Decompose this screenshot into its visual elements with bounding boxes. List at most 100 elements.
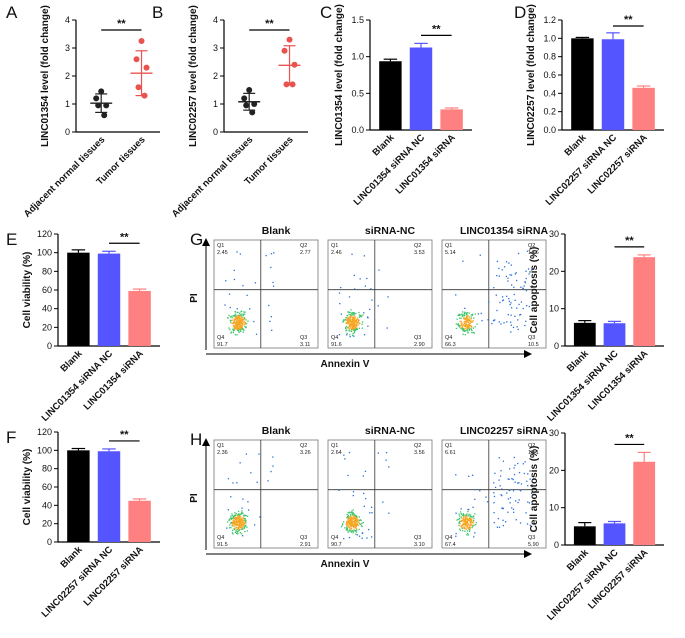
flow-event bbox=[514, 481, 516, 483]
flow-event bbox=[236, 528, 239, 530]
flow-event bbox=[241, 518, 243, 520]
flow-event bbox=[230, 332, 232, 334]
flow-event bbox=[508, 489, 510, 492]
flow-event bbox=[239, 323, 241, 325]
flow-event bbox=[352, 525, 354, 527]
y-tick-label: 120 bbox=[37, 229, 52, 239]
flow-event bbox=[236, 322, 238, 325]
flow-event bbox=[469, 516, 472, 518]
flow-event bbox=[355, 527, 358, 530]
flow-event bbox=[366, 277, 368, 280]
flow-event bbox=[348, 316, 351, 318]
flow-event bbox=[246, 530, 249, 532]
flow-event bbox=[235, 318, 237, 320]
flow-event bbox=[346, 334, 348, 336]
flow-event bbox=[348, 520, 350, 522]
flow-event bbox=[355, 329, 357, 331]
flow-event bbox=[506, 492, 508, 494]
flow-event bbox=[245, 520, 247, 522]
flow-event bbox=[501, 300, 504, 302]
y-tick-label: 0.2 bbox=[543, 107, 556, 117]
flow-event bbox=[346, 529, 348, 531]
flow-event bbox=[386, 327, 388, 329]
flow-event bbox=[350, 520, 352, 523]
flow-event bbox=[354, 517, 356, 520]
flow-event bbox=[344, 527, 346, 529]
flow-event bbox=[367, 325, 369, 327]
significance-label: ** bbox=[432, 23, 441, 35]
flow-event bbox=[243, 518, 246, 520]
flow-event bbox=[508, 300, 511, 302]
flow-event bbox=[518, 303, 520, 306]
flow-event bbox=[233, 520, 235, 522]
flow-event bbox=[470, 520, 473, 522]
flow-event bbox=[524, 324, 526, 327]
flow-event bbox=[228, 293, 231, 295]
flow-event bbox=[348, 526, 350, 528]
flow-event bbox=[353, 274, 356, 277]
flow-event bbox=[388, 466, 390, 468]
flow-event bbox=[510, 307, 513, 309]
flow-event bbox=[462, 260, 464, 262]
flow-event bbox=[525, 290, 528, 292]
flow-event bbox=[361, 321, 364, 323]
flow-event bbox=[357, 518, 359, 521]
flow-event bbox=[473, 488, 476, 491]
flow-event bbox=[271, 329, 273, 331]
y-axis-label: Cell viability (%) bbox=[22, 449, 33, 526]
flow-plot-title: Blank bbox=[262, 225, 291, 237]
flow-event bbox=[460, 320, 462, 323]
flow-event bbox=[351, 510, 353, 512]
flow-event bbox=[238, 331, 240, 333]
flow-event bbox=[349, 324, 352, 326]
flow-event bbox=[464, 307, 466, 310]
quadrant-value-q3: 2.91 bbox=[300, 542, 311, 548]
flow-event bbox=[348, 328, 350, 330]
flow-event bbox=[236, 517, 238, 519]
flow-event bbox=[241, 326, 243, 328]
quadrant-label-q4: Q4 bbox=[445, 535, 452, 541]
flow-event bbox=[463, 520, 465, 523]
flow-event bbox=[470, 314, 472, 316]
flow-event bbox=[466, 317, 468, 319]
flow-event bbox=[242, 321, 245, 323]
flow-event bbox=[510, 331, 512, 333]
flow-event bbox=[468, 312, 470, 314]
flow-event bbox=[344, 318, 347, 321]
flow-event bbox=[356, 523, 359, 526]
quadrant-value-q1: 2.64 bbox=[331, 450, 342, 456]
flow-event bbox=[355, 319, 357, 321]
flow-event bbox=[378, 269, 380, 271]
flow-event bbox=[244, 518, 247, 520]
quadrant-value-q1: 2.45 bbox=[217, 250, 228, 256]
flow-event bbox=[242, 315, 244, 317]
flow-event bbox=[236, 329, 239, 331]
pi-arrowhead bbox=[202, 238, 210, 246]
flow-event bbox=[472, 521, 475, 523]
flow-event bbox=[466, 523, 468, 525]
flow-event bbox=[243, 318, 245, 320]
flow-event bbox=[242, 535, 244, 537]
flow-event bbox=[464, 315, 466, 317]
flow-event bbox=[234, 522, 237, 524]
flow-event bbox=[243, 522, 245, 524]
quadrant-value-q1: 2.46 bbox=[331, 250, 342, 256]
flow-event bbox=[358, 316, 361, 318]
flow-event bbox=[500, 470, 502, 472]
flow-event bbox=[242, 328, 244, 330]
flow-event bbox=[349, 319, 352, 322]
flow-event bbox=[242, 524, 244, 526]
flow-event bbox=[514, 299, 516, 301]
flow-event bbox=[227, 317, 229, 319]
flow-plot-frame bbox=[327, 439, 433, 549]
flow-event bbox=[238, 518, 240, 520]
y-tick-label: 30 bbox=[549, 428, 559, 438]
category-label: Blank bbox=[565, 348, 592, 375]
flow-event bbox=[475, 522, 477, 524]
flow-event bbox=[527, 268, 530, 270]
flow-event bbox=[499, 485, 501, 487]
flow-event bbox=[465, 521, 467, 523]
